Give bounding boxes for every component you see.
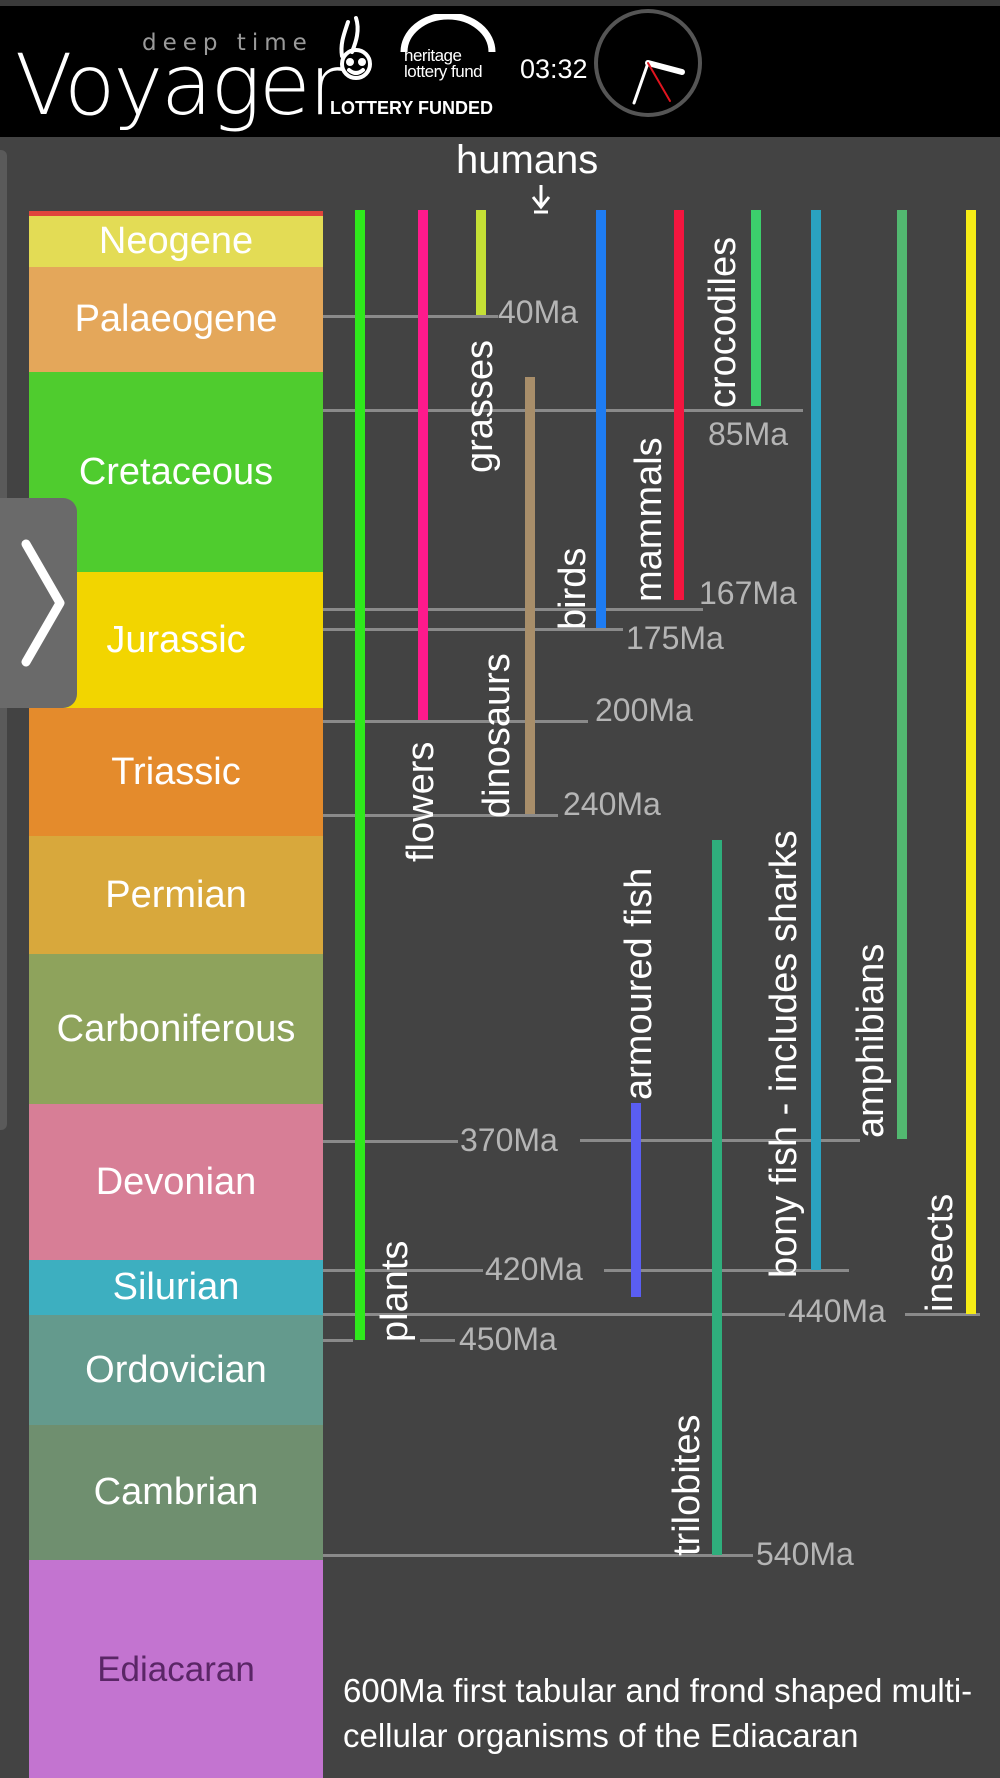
bar-flowers[interactable] xyxy=(418,210,428,720)
app-header: deep time Voyager heritage lottery fund … xyxy=(0,0,1000,137)
bar-plants[interactable] xyxy=(355,210,365,1340)
era-devonian[interactable]: Devonian xyxy=(29,1104,323,1260)
lottery-fund-text: lottery fund xyxy=(404,62,483,81)
era-silurian[interactable]: Silurian xyxy=(29,1260,323,1315)
era-label: Devonian xyxy=(95,1160,257,1203)
era-label: Carboniferous xyxy=(56,1007,296,1050)
era-label: Triassic xyxy=(111,750,241,793)
label-trilobites: trilobites xyxy=(666,1414,708,1557)
label-mammals: mammals xyxy=(628,437,670,602)
marker-175ma: 175Ma xyxy=(626,620,724,656)
marker-420ma: 420Ma xyxy=(485,1251,583,1287)
bar-amphibians[interactable] xyxy=(897,210,907,1139)
era-jurassic[interactable]: Jurassic xyxy=(29,572,323,708)
marker-line-175 xyxy=(323,628,623,631)
label-flowers: flowers xyxy=(400,741,442,862)
era-triassic[interactable]: Triassic xyxy=(29,708,323,836)
bar-bony-fish[interactable] xyxy=(811,210,821,1270)
bar-mammals[interactable] xyxy=(674,210,684,600)
era-label: Ordovician xyxy=(85,1348,267,1391)
heritage-lottery-fund-text: heritage lottery fund xyxy=(404,46,483,81)
marker-line-450b xyxy=(420,1339,455,1342)
label-armoured-fish: armoured fish xyxy=(618,867,660,1100)
marker-line-540 xyxy=(323,1554,753,1557)
marker-440ma: 440Ma xyxy=(788,1293,886,1329)
label-grasses: grasses xyxy=(459,339,501,473)
marker-540ma: 540Ma xyxy=(756,1536,854,1572)
chevron-right-icon xyxy=(21,539,65,667)
bar-dinosaurs[interactable] xyxy=(525,377,535,814)
label-bony-fish: bony fish - includes sharks xyxy=(763,830,805,1278)
label-crocodiles: crocodiles xyxy=(702,236,744,408)
era-label: Permian xyxy=(105,873,247,916)
era-carboniferous[interactable]: Carboniferous xyxy=(29,954,323,1104)
marker-167ma: 167Ma xyxy=(699,575,797,611)
arrow-down-icon xyxy=(531,185,551,214)
era-ediacaran[interactable]: Ediacaran xyxy=(29,1560,323,1778)
bar-crocodiles[interactable] xyxy=(751,210,761,406)
marker-line-370a xyxy=(323,1140,458,1143)
marker-line-440b xyxy=(905,1313,980,1316)
era-label: Palaeogene xyxy=(74,298,278,340)
marker-40ma: 40Ma xyxy=(498,294,579,330)
marker-85ma: 85Ma xyxy=(708,416,789,452)
era-ordovician[interactable]: Ordovician xyxy=(29,1315,323,1425)
label-plants: plants xyxy=(374,1240,416,1342)
era-palaeogene[interactable]: Palaeogene xyxy=(29,267,323,372)
marker-line-240 xyxy=(323,814,558,817)
bar-armoured-fish[interactable] xyxy=(631,1103,641,1297)
clock-icon[interactable] xyxy=(590,5,706,121)
label-birds: birds xyxy=(552,547,594,630)
era-cretaceous[interactable]: Cretaceous xyxy=(29,372,323,572)
label-amphibians: amphibians xyxy=(850,943,892,1138)
bar-trilobites[interactable] xyxy=(712,840,722,1555)
marker-200ma: 200Ma xyxy=(595,692,693,728)
bar-birds[interactable] xyxy=(596,210,606,628)
timeline-top-edge xyxy=(29,211,323,216)
app-subtitle: deep time xyxy=(142,30,313,56)
humans-label: humans xyxy=(456,138,599,182)
era-label: Cretaceous xyxy=(78,450,274,493)
marker-line-420a xyxy=(323,1269,483,1272)
era-cambrian[interactable]: Cambrian xyxy=(29,1425,323,1560)
lottery-funded-label: LOTTERY FUNDED xyxy=(330,98,494,118)
marker-line-167 xyxy=(323,608,703,611)
era-label: Jurassic xyxy=(106,618,246,661)
lottery-crossed-fingers-logo xyxy=(339,16,372,80)
era-label: Neogene xyxy=(98,220,254,262)
marker-line-85 xyxy=(323,409,803,412)
status-strip xyxy=(0,0,1000,6)
bar-insects[interactable] xyxy=(966,210,976,1314)
marker-line-40 xyxy=(323,315,498,318)
marker-line-200 xyxy=(323,720,588,723)
era-label: Silurian xyxy=(112,1266,240,1308)
app-title: Voyager xyxy=(15,36,343,134)
drawer-toggle-button[interactable] xyxy=(0,498,77,708)
marker-line-440a xyxy=(323,1313,785,1316)
label-dinosaurs: dinosaurs xyxy=(476,653,518,818)
marker-450ma: 450Ma xyxy=(459,1321,557,1357)
marker-370ma: 370Ma xyxy=(460,1122,558,1158)
ediacaran-footnote: 600Ma first tabular and frond shaped mul… xyxy=(343,1672,973,1754)
heritage-text: heritage xyxy=(404,46,462,65)
marker-line-420b xyxy=(604,1269,849,1272)
era-label: Cambrian xyxy=(93,1471,259,1513)
time-display: 03:32 xyxy=(520,54,588,84)
marker-240ma: 240Ma xyxy=(563,786,661,822)
marker-line-450a xyxy=(323,1339,353,1342)
era-label: Ediacaran xyxy=(97,1650,255,1689)
heritage-lottery-fund-logo xyxy=(400,14,496,53)
label-insects: insects xyxy=(919,1193,961,1312)
bar-grasses[interactable] xyxy=(476,210,486,315)
era-permian[interactable]: Permian xyxy=(29,836,323,954)
era-neogene[interactable]: Neogene xyxy=(29,216,323,267)
